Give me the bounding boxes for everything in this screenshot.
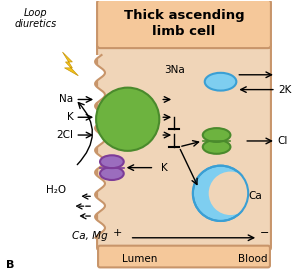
- Text: 2K: 2K: [278, 85, 291, 95]
- Text: K: K: [67, 112, 73, 122]
- Text: K: K: [161, 163, 168, 173]
- FancyBboxPatch shape: [98, 246, 270, 267]
- Polygon shape: [85, 55, 105, 238]
- Text: Ca, Mg: Ca, Mg: [72, 231, 108, 241]
- Ellipse shape: [100, 167, 124, 180]
- Text: +: +: [113, 228, 122, 238]
- Text: Ca: Ca: [248, 191, 262, 201]
- Text: Blood: Blood: [238, 254, 268, 264]
- Text: Lumen: Lumen: [122, 254, 157, 264]
- Text: B: B: [6, 260, 14, 270]
- Ellipse shape: [203, 128, 230, 142]
- FancyBboxPatch shape: [97, 42, 271, 251]
- Ellipse shape: [203, 140, 230, 154]
- FancyBboxPatch shape: [97, 0, 271, 48]
- Text: Na: Na: [59, 94, 73, 104]
- Text: 3Na: 3Na: [164, 65, 185, 75]
- Ellipse shape: [100, 155, 124, 168]
- Circle shape: [209, 172, 252, 215]
- Text: Loop
diuretics: Loop diuretics: [15, 8, 57, 29]
- Circle shape: [96, 88, 159, 151]
- Text: 2Cl: 2Cl: [56, 130, 73, 140]
- Text: H₂O: H₂O: [45, 185, 66, 195]
- Text: −: −: [260, 228, 270, 238]
- Polygon shape: [63, 52, 78, 76]
- Ellipse shape: [205, 73, 236, 91]
- Text: Thick ascending
limb cell: Thick ascending limb cell: [124, 9, 244, 38]
- Text: Cl: Cl: [278, 136, 288, 146]
- Circle shape: [193, 166, 248, 221]
